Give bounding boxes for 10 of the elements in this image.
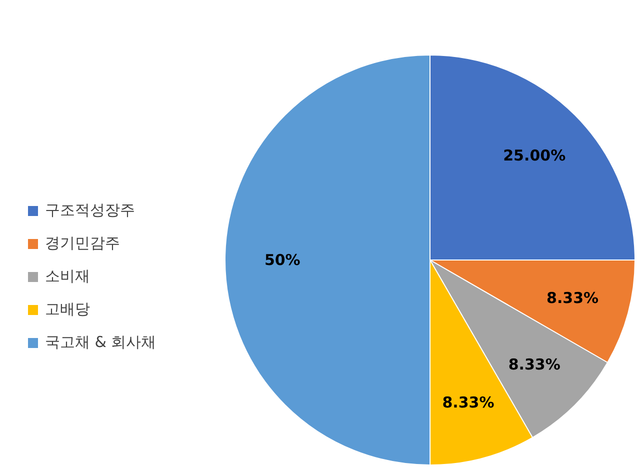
data-label: 8.33% — [508, 355, 560, 374]
data-label: 8.33% — [546, 289, 599, 308]
legend-label: 경기민감주 — [45, 234, 120, 253]
data-label: 25.00% — [503, 146, 566, 165]
data-label: 50% — [264, 251, 300, 270]
legend-label: 고배당 — [45, 300, 90, 319]
data-label: 8.33% — [442, 394, 494, 412]
legend-label: 구조적성장주 — [45, 201, 135, 220]
legend-label: 국고채 & 회사채 — [45, 333, 156, 352]
legend-label: 소비재 — [45, 267, 90, 286]
